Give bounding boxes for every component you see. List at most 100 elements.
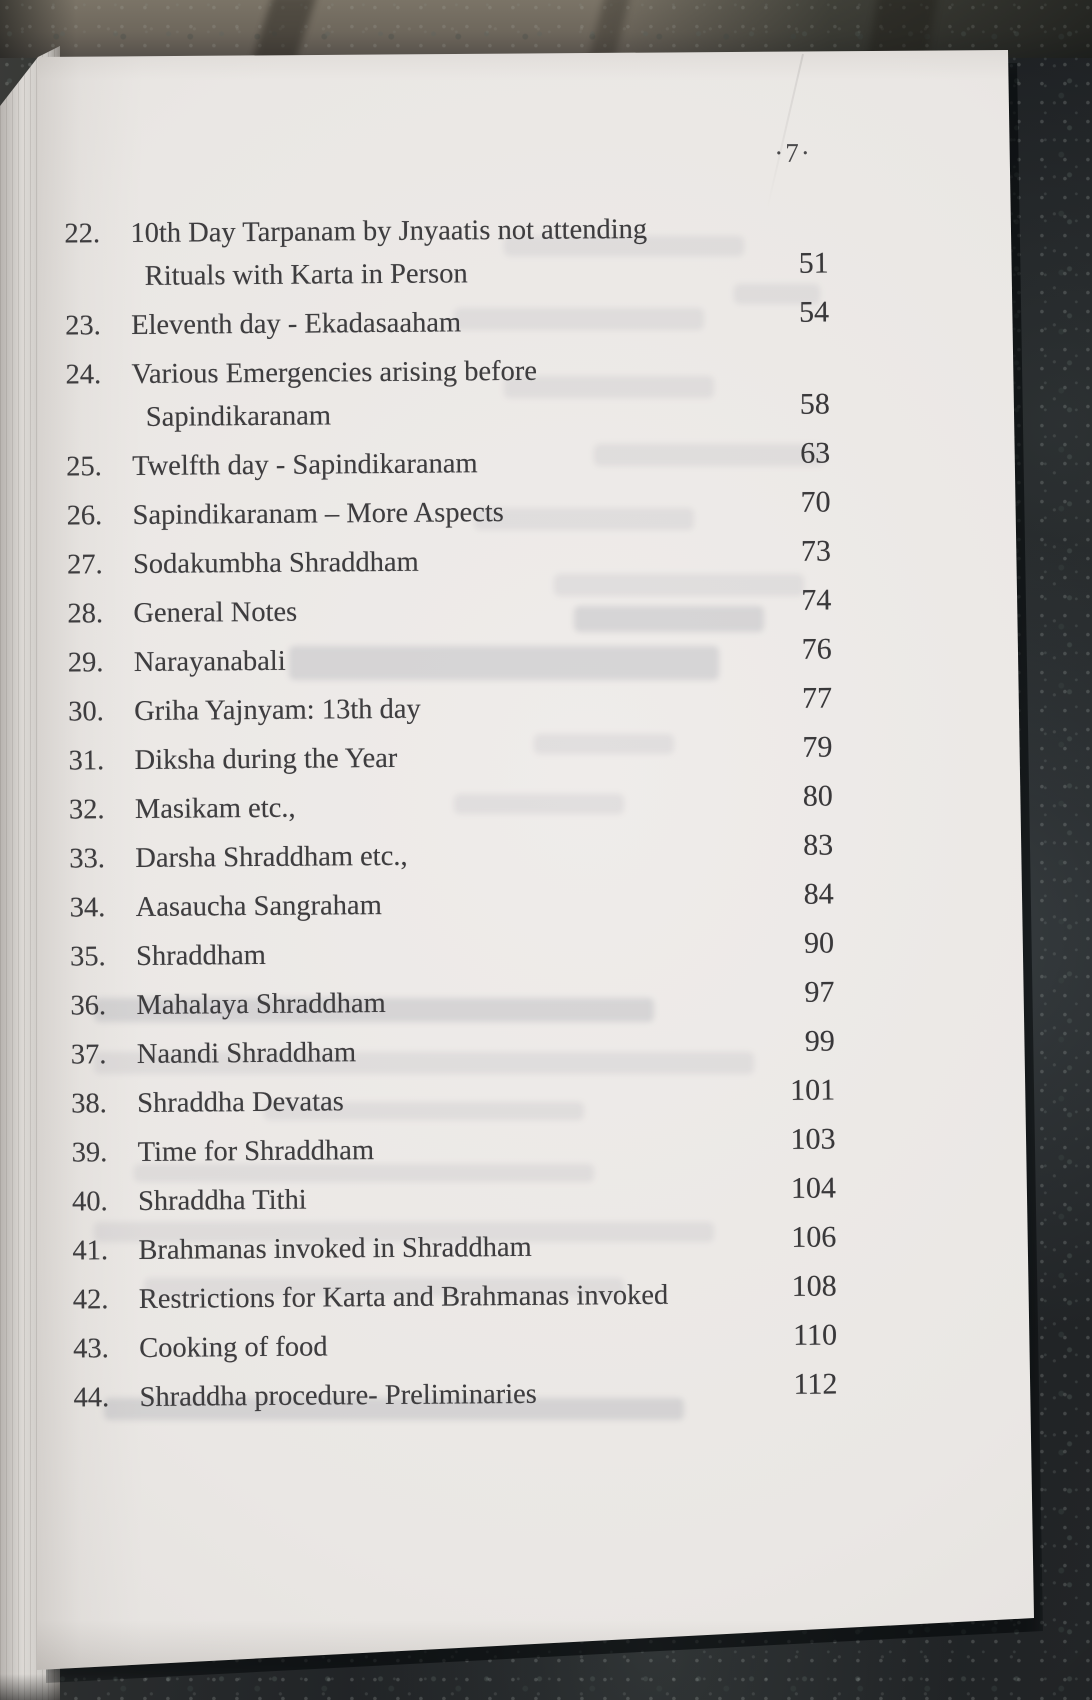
entry-number: 43. <box>73 1333 109 1365</box>
entry-number: 40. <box>71 1186 108 1218</box>
entry-number: 38. <box>71 1088 107 1120</box>
toc-entry: 39. Time for Shraddham 103 <box>71 1122 836 1174</box>
entry-title: Aasaucha Sangraham <box>135 890 382 923</box>
entry-number: 37. <box>70 1039 107 1071</box>
entry-title: Various Emergencies arising before Sapind… <box>131 355 538 433</box>
entry-title: Griha Yajnyam: 13th day <box>134 693 421 727</box>
toc-entry: 23. Eleventh day - Ekadasaaham 54 <box>65 295 830 347</box>
show-through-smudge <box>474 508 694 530</box>
entry-title: Restrictions for Karta and Brahmanas inv… <box>138 1279 669 1315</box>
toc-entry: 33. Darsha Shraddham etc., 83 <box>69 828 834 880</box>
show-through-smudge <box>264 1102 584 1120</box>
entry-page-number: 103 <box>790 1122 836 1156</box>
entry-title: Twelfth day - Sapindikaranam <box>132 448 478 482</box>
show-through-smudge <box>94 1052 754 1074</box>
toc-entry: 36. Mahalaya Shraddham 97 <box>70 975 835 1027</box>
toc-entry: 28. General Notes 74 <box>67 583 832 635</box>
show-through-smudge <box>289 646 719 680</box>
entry-page-number: 108 <box>791 1269 837 1303</box>
entry-title: Brahmanas invoked in Shraddham <box>138 1231 532 1266</box>
show-through-smudge <box>454 308 704 330</box>
entry-page-number: 77 <box>801 681 833 715</box>
entry-page-number: 90 <box>803 926 835 960</box>
show-through-smudge <box>504 376 714 398</box>
entry-title: Shraddha Tithi <box>137 1184 307 1217</box>
entry-number: 34. <box>69 892 106 924</box>
entry-page-number: 97 <box>804 975 835 1009</box>
entry-number: 26. <box>66 500 103 532</box>
show-through-smudge <box>504 236 744 256</box>
entry-page-number: 63 <box>800 436 831 470</box>
entry-title: Sapindikaranam – More Aspects <box>132 497 504 531</box>
entry-page-number: 104 <box>790 1171 837 1205</box>
entry-number: 31. <box>68 745 105 777</box>
entry-title: Shraddham <box>135 939 267 972</box>
entry-title: Naandi Shraddham <box>136 1037 357 1070</box>
entry-number: 32. <box>68 794 105 826</box>
toc-entry: 30. Griha Yajnyam: 13th day 77 <box>68 681 833 733</box>
granite-speckle-texture <box>0 0 1092 58</box>
toc-entry: 37. Naandi Shraddham 99 <box>70 1024 835 1076</box>
show-through-smudge <box>554 574 804 596</box>
entry-title: 10th Day Tarpanam by Jnyaatis not attend… <box>130 213 648 292</box>
entry-page-number: 84 <box>803 877 834 911</box>
show-through-smudge <box>144 1278 624 1296</box>
entry-number: 35. <box>69 941 106 973</box>
toc-entry: 27. Sodakumbha Shraddham 73 <box>67 534 831 586</box>
show-through-smudge <box>104 1398 684 1420</box>
entry-number: 24. <box>65 359 102 391</box>
granite-top-band <box>0 0 1092 64</box>
toc-entry: 38. Shraddha Devatas 101 <box>71 1073 836 1125</box>
entry-title: Darsha Shraddham etc., <box>135 840 408 874</box>
entry-page-number: 74 <box>801 583 832 617</box>
entry-page-number: 58 <box>799 387 830 421</box>
toc-entry: 26. Sapindikaranam – More Aspects 70 <box>66 485 831 537</box>
book-page: ·7· 22. 10th Day Tarpanam by Jnyaatis not… <box>37 50 1034 1670</box>
entry-page-number: 101 <box>790 1073 836 1107</box>
folio-page-number: ·7· <box>774 137 812 168</box>
toc-entry: 31. Diksha during the Year 79 <box>68 730 833 782</box>
show-through-smudge <box>94 998 654 1022</box>
entry-number: 42. <box>72 1284 109 1316</box>
show-through-smudge <box>534 734 674 754</box>
entry-page-number: 76 <box>801 632 832 666</box>
show-through-smudge <box>134 1164 594 1182</box>
entry-title: Time for Shraddham <box>137 1135 375 1168</box>
toc-entry: 42. Restrictions for Karta and Brahmanas … <box>72 1269 837 1321</box>
entry-number: 30. <box>68 696 104 728</box>
entry-page-number: 106 <box>791 1220 837 1254</box>
entry-number: 23. <box>65 310 101 342</box>
entry-number: 41. <box>72 1235 109 1267</box>
entry-title: Shraddha procedure- Preliminaries <box>139 1378 537 1413</box>
show-through-smudge <box>94 1222 714 1242</box>
entry-page-number: 110 <box>793 1318 838 1352</box>
entry-page-number: 54 <box>798 295 830 329</box>
show-through-smudge <box>574 606 764 632</box>
entry-page-number: 70 <box>800 485 831 519</box>
toc-entry: 24. Various Emergencies arising before Sap… <box>65 347 830 439</box>
toc-entry: 32. Masikam etc., 80 <box>68 779 833 831</box>
entry-title: Masikam etc., <box>134 792 296 825</box>
toc-entry: 40. Shraddha Tithi 104 <box>71 1171 837 1223</box>
entry-page-number: 99 <box>804 1024 835 1058</box>
entry-number: 36. <box>70 990 107 1022</box>
entry-title: Diksha during the Year <box>134 742 398 776</box>
entry-title: Cooking of food <box>139 1331 328 1364</box>
toc-list: 22. 10th Day Tarpanam by Jnyaatis not att… <box>64 206 838 1425</box>
entry-number: 44. <box>73 1382 110 1414</box>
printed-content: ·7· 22. 10th Day Tarpanam by Jnyaatis not… <box>63 50 840 1670</box>
entry-page-number: 83 <box>803 828 834 862</box>
entry-title: General Notes <box>133 596 298 629</box>
toc-entry: 25. Twelfth day - Sapindikaranam 63 <box>66 436 831 488</box>
toc-entry: 43. Cooking of food 110 <box>73 1318 838 1370</box>
toc-entry: 35. Shraddham 90 <box>69 926 835 978</box>
entry-title: Sodakumbha Shraddham <box>132 546 419 580</box>
entry-page-number: 79 <box>802 730 833 764</box>
toc-entry: 22. 10th Day Tarpanam by Jnyaatis not att… <box>64 206 829 298</box>
toc-entry: 41. Brahmanas invoked in Shraddham 106 <box>72 1220 837 1272</box>
toc-entry: 29. Narayanabali 76 <box>67 632 832 684</box>
show-through-smudge <box>594 444 824 466</box>
entry-number: 29. <box>67 647 104 679</box>
entry-number: 39. <box>71 1137 108 1169</box>
